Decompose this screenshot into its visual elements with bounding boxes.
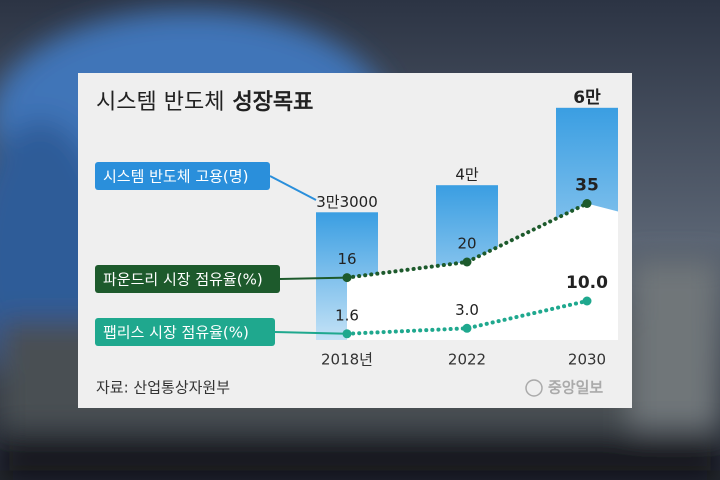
value-label: 1.6 [335,306,359,324]
plot: 2018년 2022 2030 시스템 반도체 고용(명) 3만3000 4만 6만파운드리… [95,88,618,369]
point [582,296,592,306]
chart-title: 시스템 반도체 성장목표 [96,90,313,115]
logo: 중앙일보 [548,379,603,397]
x-tick-label: 2018년 [321,351,373,369]
legend-pointer [279,276,348,280]
legend-box [95,318,275,346]
legend-pointer [269,175,317,201]
value-label: 16 [337,250,356,268]
point [462,323,472,333]
legend-label: 팹리스 시장 점유율(%) [103,324,249,342]
title-bold: 성장목표 [232,90,313,115]
value-label: 3만3000 [316,193,378,211]
value-label: 3.0 [455,301,479,319]
x-tick-label: 2030 [568,351,606,369]
value-label: 6만 [573,88,601,108]
legend-label: 파운드리 시장 점유율(%) [103,271,263,289]
legend-label: 시스템 반도체 고용(명) [103,168,248,186]
point [342,329,352,339]
value-label: 35 [575,176,599,196]
legend-pointer [274,331,348,335]
source: 자료: 산업통상자원부 [96,379,230,397]
point [342,273,352,283]
legend-box [95,265,280,293]
point [582,199,592,208]
area-shade [347,203,618,340]
point [462,257,472,267]
value-label: 4만 [455,166,479,184]
logo-icon [525,379,543,397]
x-tick-label: 2022 [448,351,486,369]
title-regular: 시스템 반도체 [96,90,224,115]
value-label: 10.0 [566,273,608,293]
legend-box [95,162,270,190]
value-label: 20 [457,235,476,253]
